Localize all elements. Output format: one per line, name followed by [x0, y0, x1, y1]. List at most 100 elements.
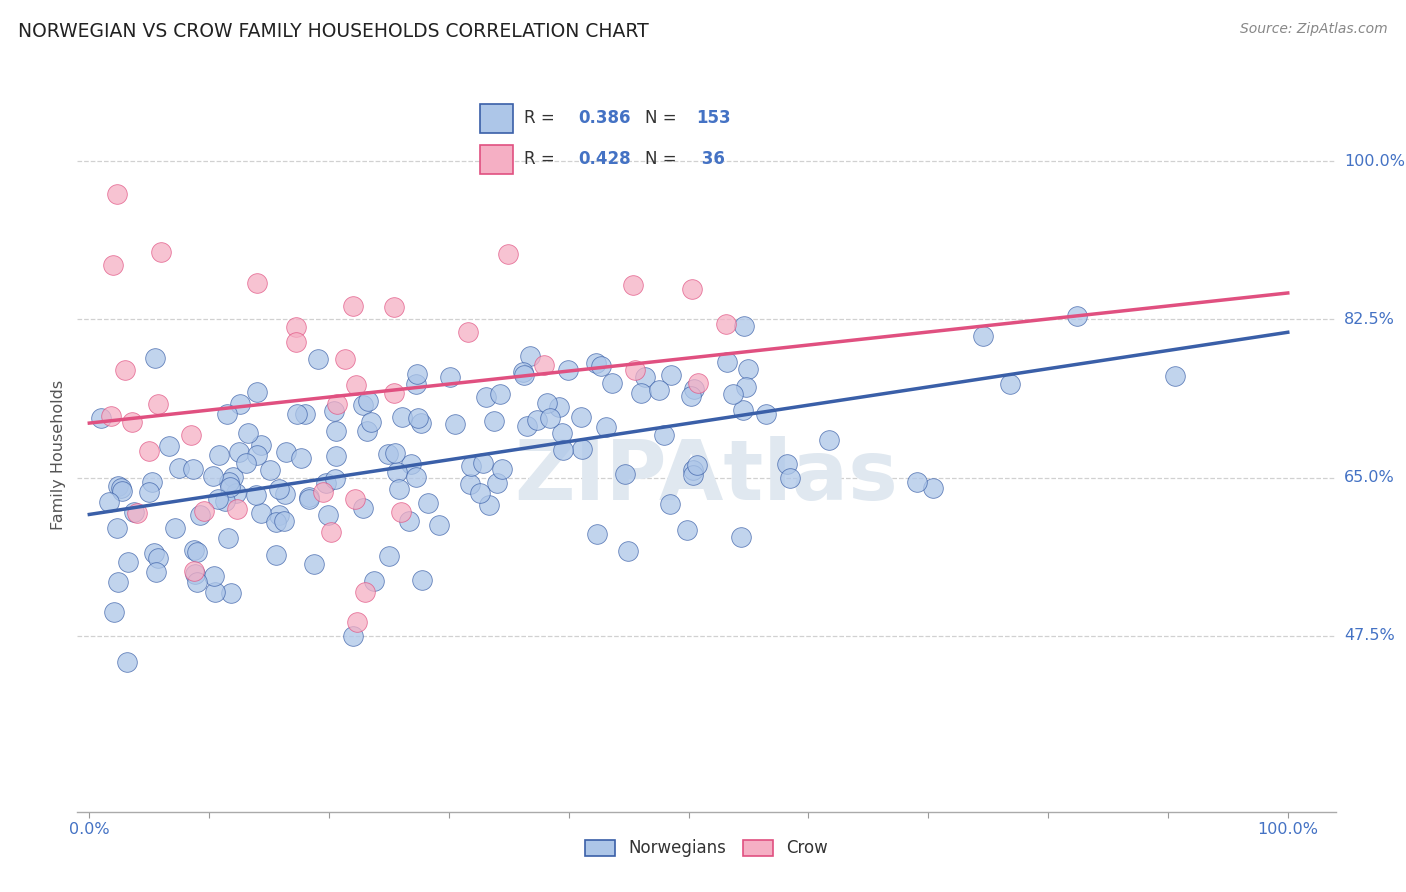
Point	[229, 397, 252, 411]
Point	[138, 443, 160, 458]
Point	[681, 389, 703, 403]
Text: 0.386: 0.386	[578, 109, 631, 127]
Point	[298, 492, 321, 507]
Point	[659, 497, 682, 511]
Point	[323, 472, 346, 486]
Point	[482, 414, 505, 428]
Point	[363, 574, 385, 588]
Point	[634, 370, 657, 384]
Point	[186, 574, 208, 589]
Point	[218, 480, 240, 494]
Point	[290, 450, 312, 465]
Point	[115, 656, 138, 670]
Point	[150, 244, 173, 259]
Point	[405, 376, 427, 391]
Text: 65.0%: 65.0%	[1344, 470, 1395, 485]
Point	[654, 428, 676, 442]
FancyBboxPatch shape	[479, 145, 513, 174]
Point	[398, 514, 420, 528]
Point	[682, 463, 704, 477]
Point	[183, 543, 205, 558]
Point	[569, 409, 592, 424]
Point	[107, 479, 129, 493]
Point	[141, 475, 163, 489]
Point	[905, 475, 928, 489]
Text: ZIPAtlas: ZIPAtlas	[515, 436, 898, 516]
Point	[103, 606, 125, 620]
Point	[972, 329, 994, 343]
Point	[269, 482, 291, 496]
Point	[111, 483, 134, 498]
Point	[124, 505, 146, 519]
Point	[512, 365, 534, 379]
Point	[624, 363, 647, 377]
Point	[676, 523, 699, 537]
Point	[165, 521, 187, 535]
Point	[100, 409, 122, 423]
Point	[356, 425, 378, 439]
Point	[551, 443, 574, 458]
Point	[378, 549, 401, 563]
Point	[458, 477, 481, 491]
Point	[219, 586, 242, 600]
Point	[686, 376, 709, 390]
Point	[357, 393, 380, 408]
Point	[491, 462, 513, 476]
Point	[352, 501, 374, 516]
Point	[184, 566, 207, 581]
Point	[304, 557, 326, 571]
Point	[250, 506, 273, 520]
Point	[143, 546, 166, 560]
Point	[548, 400, 571, 414]
Point	[121, 415, 143, 429]
Point	[457, 325, 479, 339]
Point	[344, 377, 367, 392]
Point	[326, 397, 349, 411]
Point	[686, 458, 709, 473]
Point	[488, 387, 510, 401]
Point	[90, 410, 112, 425]
Point	[335, 351, 357, 366]
Point	[217, 531, 239, 545]
Point	[207, 492, 229, 507]
Point	[267, 508, 290, 522]
Point	[387, 465, 409, 479]
Point	[388, 482, 411, 496]
Point	[384, 300, 406, 314]
Point	[107, 575, 129, 590]
Point	[228, 445, 250, 459]
Point	[298, 490, 321, 504]
Point	[214, 493, 236, 508]
Text: 47.5%: 47.5%	[1344, 628, 1395, 643]
Point	[315, 476, 337, 491]
Point	[585, 356, 607, 370]
Point	[513, 368, 536, 382]
Point	[496, 247, 519, 261]
Point	[716, 355, 738, 369]
Text: 36: 36	[696, 150, 725, 168]
Point	[551, 426, 574, 441]
Point	[595, 420, 617, 434]
Point	[1164, 368, 1187, 383]
Point	[274, 445, 297, 459]
Point	[733, 319, 755, 334]
Point	[659, 368, 682, 383]
Point	[360, 415, 382, 429]
Point	[352, 398, 374, 412]
Point	[681, 281, 703, 295]
Point	[406, 410, 429, 425]
Text: R =: R =	[524, 150, 560, 168]
Point	[342, 299, 364, 313]
Point	[538, 411, 561, 425]
Point	[285, 319, 308, 334]
Point	[623, 277, 645, 292]
Point	[157, 439, 180, 453]
Point	[226, 502, 249, 516]
Point	[145, 566, 167, 580]
Point	[485, 475, 508, 490]
Point	[519, 349, 541, 363]
Point	[146, 397, 169, 411]
Point	[105, 186, 128, 201]
Point	[734, 380, 756, 394]
Point	[294, 407, 316, 421]
